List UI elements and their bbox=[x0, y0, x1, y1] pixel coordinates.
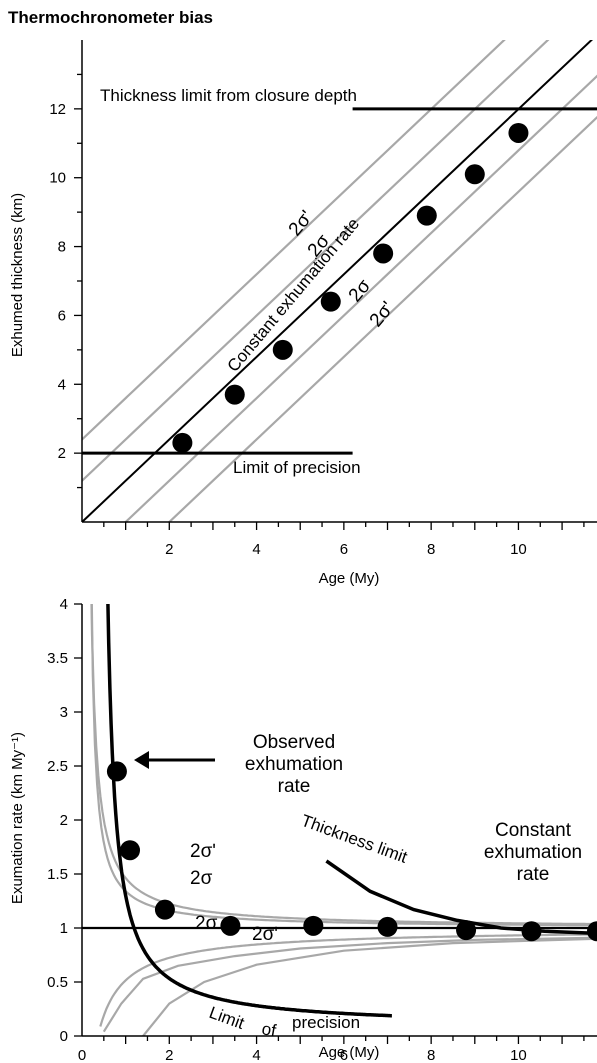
bottom-data-point bbox=[521, 921, 542, 942]
outer-upper-sigma-label: 2σʹ bbox=[285, 207, 318, 240]
bottom-y-tick-label: 3 bbox=[60, 704, 68, 721]
top-y-tick-label: 6 bbox=[58, 307, 66, 324]
outer-upper-envelope bbox=[82, 40, 506, 441]
inner-upper-rate-envelope bbox=[90, 604, 597, 927]
bottom-y-tick-label: 1.5 bbox=[47, 866, 68, 883]
observed-rate-curve bbox=[106, 604, 392, 1018]
bottom-lines-layer bbox=[82, 604, 597, 1036]
bottom-y-axis-label: Exumation rate (km My⁻¹) bbox=[9, 732, 26, 904]
observed-rate-label-line1: Observed bbox=[253, 732, 335, 753]
top-chart: 2 4 6 8 10 2 4 6 8 10 12 Thickness limit from clos… bbox=[9, 40, 597, 587]
inner-upper-sigma-label-b: 2σ bbox=[190, 868, 213, 889]
inner-lower-sigma-label-b: 2σ bbox=[195, 913, 218, 934]
bottom-x-tick-label: 0 bbox=[78, 1047, 86, 1063]
bottom-points-layer bbox=[106, 761, 597, 942]
bottom-data-point bbox=[106, 761, 127, 782]
constant-rate-label-line2: exhumation bbox=[484, 842, 582, 863]
bottom-chart: 0 2 4 6 8 10 0 0.5 1 1.5 2 2.5 3 3.5 4 Observed exhuma… bbox=[9, 596, 597, 1063]
bottom-data-point bbox=[377, 916, 398, 937]
top-y-tick-label: 4 bbox=[58, 376, 66, 393]
top-data-point bbox=[464, 164, 485, 185]
bottom-data-point bbox=[303, 915, 324, 936]
top-x-axis-label: Age (My) bbox=[319, 570, 380, 587]
bottom-data-point bbox=[220, 915, 241, 936]
outer-upper-rate-envelope bbox=[90, 604, 597, 926]
top-data-point bbox=[224, 384, 245, 405]
top-points-layer bbox=[172, 122, 529, 453]
bottom-y-tick-label: 1 bbox=[60, 920, 68, 937]
top-axes: 2 4 6 8 10 2 4 6 8 10 12 bbox=[49, 40, 597, 558]
thickness-limit-curve bbox=[325, 859, 597, 936]
bottom-data-point bbox=[587, 921, 597, 942]
top-x-tick-label: 10 bbox=[510, 541, 527, 558]
precision-limit-word1: Limit bbox=[207, 1003, 247, 1033]
bottom-y-tick-label: 2 bbox=[60, 812, 68, 829]
bottom-data-point bbox=[154, 899, 175, 920]
bottom-y-tick-label: 0.5 bbox=[47, 974, 68, 991]
top-data-point bbox=[508, 122, 529, 143]
bottom-x-tick-label: 10 bbox=[510, 1047, 527, 1063]
thickness-limit-label: Thickness limit from closure depth bbox=[100, 86, 357, 105]
inner-lower-envelope bbox=[124, 74, 597, 522]
top-y-tick-label: 10 bbox=[49, 170, 66, 187]
bottom-x-tick-label: 2 bbox=[165, 1047, 173, 1063]
outer-lower-sigma-label: 2σʹ bbox=[366, 298, 399, 331]
precision-limit-label: Limit of precision bbox=[233, 458, 361, 477]
top-x-tick-label: 4 bbox=[252, 541, 260, 558]
bottom-x-tick-label: 8 bbox=[427, 1047, 435, 1063]
top-data-point bbox=[272, 339, 293, 360]
constant-rate-line bbox=[82, 40, 594, 522]
outer-lower-rate-envelope-b bbox=[142, 937, 597, 1036]
inner-upper-envelope bbox=[82, 40, 550, 483]
inner-lower-rate-envelope bbox=[99, 933, 597, 1027]
top-data-point bbox=[373, 243, 394, 264]
top-y-tick-label: 2 bbox=[58, 445, 66, 462]
outer-lower-sigma-label-b: 2σʹ bbox=[252, 924, 278, 945]
top-data-point bbox=[320, 291, 341, 312]
thickness-limit-curve-label: Thickness limit bbox=[299, 811, 410, 867]
bottom-x-tick-label: 4 bbox=[252, 1047, 260, 1063]
bottom-y-tick-label: 3.5 bbox=[47, 650, 68, 667]
precision-limit-word2: of bbox=[260, 1019, 278, 1040]
bottom-y-tick-label: 2.5 bbox=[47, 758, 68, 775]
top-x-tick-label: 2 bbox=[165, 541, 173, 558]
bottom-data-point bbox=[120, 840, 141, 861]
figure-title: Thermochronometer bias bbox=[8, 8, 213, 27]
bottom-axes: 0 2 4 6 8 10 0 0.5 1 1.5 2 2.5 3 3.5 4 bbox=[47, 596, 597, 1063]
constant-rate-label-line1: Constant bbox=[495, 820, 572, 841]
top-x-tick-label: 6 bbox=[340, 541, 348, 558]
top-data-point bbox=[172, 432, 193, 453]
top-y-tick-label: 8 bbox=[58, 239, 66, 256]
bottom-y-tick-label: 4 bbox=[60, 596, 68, 613]
outer-lower-rate-envelope-a bbox=[102, 936, 597, 1033]
bottom-y-tick-label: 0 bbox=[60, 1028, 68, 1045]
observed-rate-arrow-head bbox=[134, 751, 149, 769]
top-lines-layer bbox=[82, 40, 597, 522]
constant-rate-label-line3: rate bbox=[517, 864, 550, 885]
top-y-axis-label: Exhumed thickness (km) bbox=[9, 193, 26, 357]
bottom-x-tick-label: 6 bbox=[340, 1047, 348, 1063]
observed-rate-label-line3: rate bbox=[278, 776, 311, 797]
precision-limit-word3: precision bbox=[292, 1013, 360, 1032]
outer-lower-envelope bbox=[167, 115, 597, 522]
inner-lower-sigma-label: 2σ bbox=[345, 275, 376, 306]
bottom-data-point bbox=[456, 920, 477, 941]
top-data-point bbox=[416, 205, 437, 226]
outer-upper-sigma-label-b: 2σʹ bbox=[190, 841, 216, 862]
bottom-x-axis-label: Age (My) bbox=[319, 1044, 380, 1061]
top-y-tick-label: 12 bbox=[49, 101, 66, 118]
observed-rate-label-line2: exhumation bbox=[245, 754, 343, 775]
top-x-tick-label: 8 bbox=[427, 541, 435, 558]
